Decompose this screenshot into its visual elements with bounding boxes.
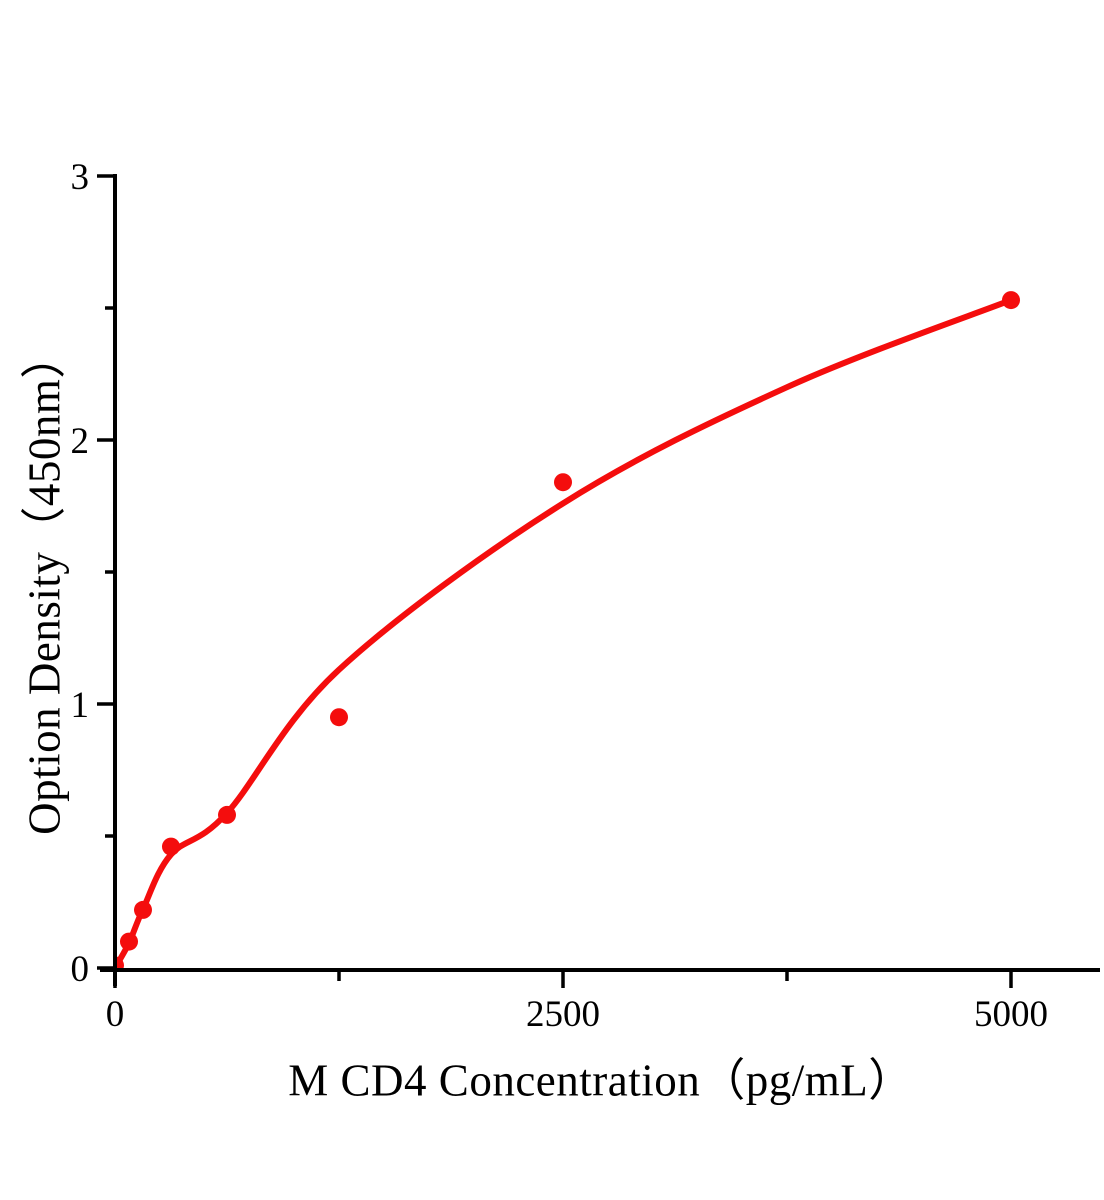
x-tick-label: 0: [106, 994, 125, 1035]
data-point: [218, 805, 236, 824]
y-tick-label: 2: [71, 421, 90, 462]
x-tick-label: 2500: [526, 994, 600, 1035]
data-point: [554, 473, 572, 492]
x-tick-label: 5000: [974, 994, 1048, 1035]
data-point: [330, 708, 348, 727]
data-point: [134, 900, 152, 919]
data-point: [115, 956, 124, 970]
data-point: [1002, 291, 1020, 310]
y-tick-label: 3: [71, 157, 90, 198]
y-tick-label: 0: [71, 949, 90, 990]
series-group: [115, 291, 1020, 970]
data-point: [120, 932, 138, 951]
y-tick-label: 1: [71, 685, 90, 726]
x-axis-label: M CD4 Concentration（pg/mL）: [288, 1055, 914, 1106]
y-axis-label: Option Density（450nm）: [19, 333, 70, 835]
fitted-curve: [115, 297, 1014, 970]
data-point: [162, 837, 180, 856]
